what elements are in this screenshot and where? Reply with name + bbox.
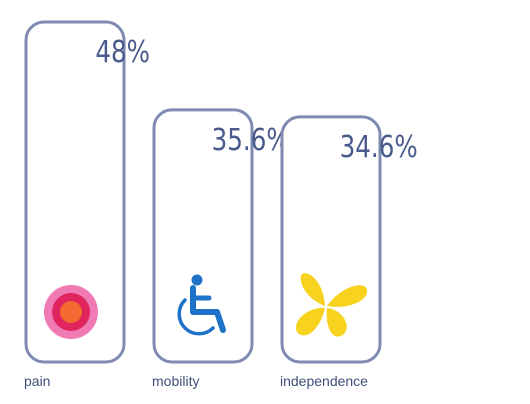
butterfly-icon bbox=[295, 273, 368, 337]
bars-group: 48% pain 35.6% mobility 34.6% independence bbox=[24, 20, 418, 389]
category-label-independence: independence bbox=[280, 373, 368, 389]
category-label-mobility: mobility bbox=[152, 373, 199, 389]
pain-target-icon bbox=[44, 285, 98, 339]
bar-pain bbox=[24, 20, 126, 364]
bar-group-mobility: 35.6% mobility bbox=[152, 108, 290, 389]
bar-mobility bbox=[152, 108, 254, 364]
category-label-pain: pain bbox=[24, 373, 50, 389]
bar-group-pain: 48% pain bbox=[24, 20, 150, 389]
value-label-pain: 48% bbox=[95, 36, 150, 70]
wheelchair-icon bbox=[177, 274, 226, 336]
bar-group-independence: 34.6% independence bbox=[280, 115, 418, 389]
value-label-mobility: 35.6% bbox=[212, 124, 290, 158]
value-label-independence: 34.6% bbox=[340, 131, 418, 165]
